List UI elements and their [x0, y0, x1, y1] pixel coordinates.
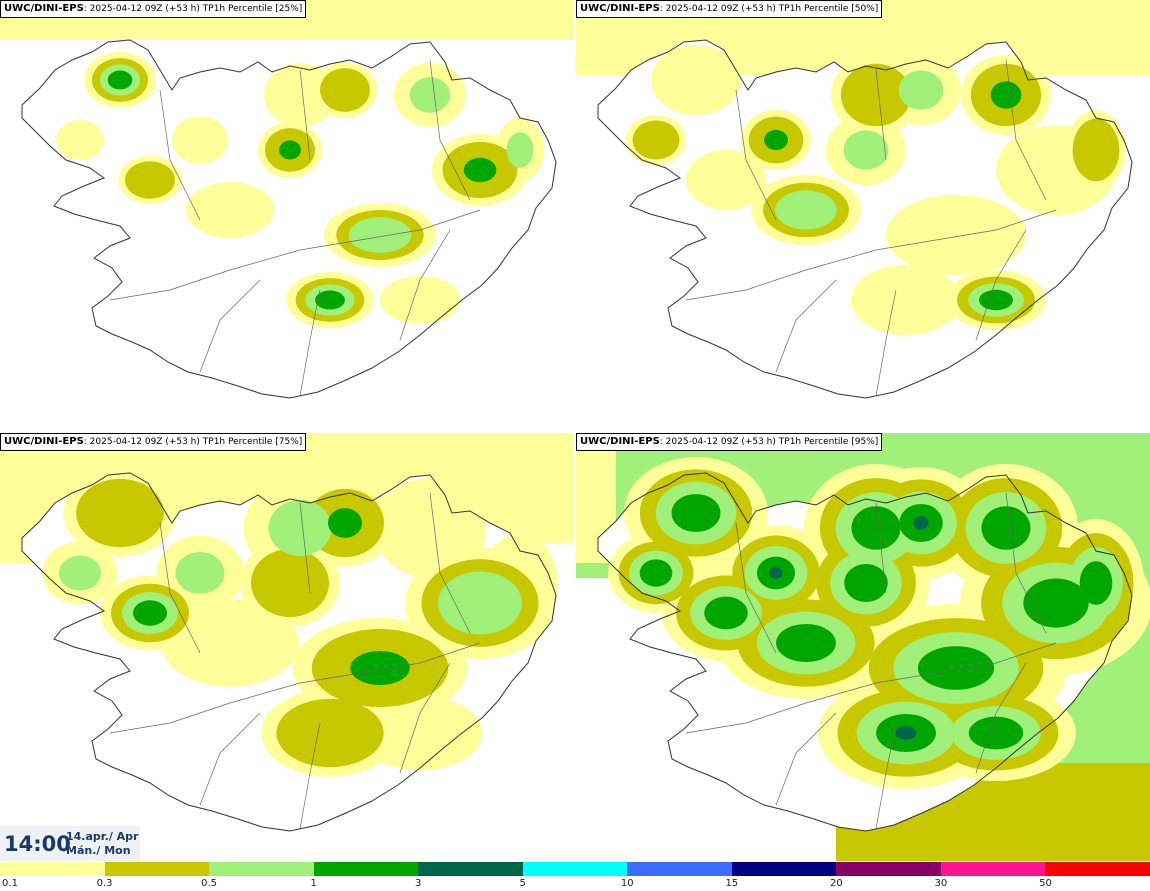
map-panel-p95: UWC/DINI-EPS: 2025-04-12 09Z (+53 h) TP1… — [576, 433, 1150, 861]
valid-day-line: Mán./ Mon — [66, 844, 131, 857]
legend-swatch — [209, 862, 314, 876]
valid-time: 14:00 — [4, 832, 71, 856]
legend-label: 0.1 — [2, 878, 18, 889]
legend-swatch — [104, 862, 210, 876]
precipitation-map — [0, 0, 574, 399]
model-name: UWC/DINI-EPS — [580, 436, 660, 447]
legend-swatch — [1045, 862, 1150, 876]
legend-label: 50 — [1039, 878, 1052, 889]
model-name: UWC/DINI-EPS — [580, 3, 660, 14]
legend-label: 0.5 — [201, 878, 218, 889]
legend-swatch — [0, 862, 105, 876]
precipitation-map — [576, 0, 1150, 399]
legend-label: 0.3 — [96, 878, 113, 889]
legend-label: 15 — [725, 878, 739, 889]
legend-swatch — [731, 862, 837, 876]
precipitation-map — [0, 433, 574, 832]
valid-date: 14.apr./ Apr Mán./ Mon — [66, 830, 138, 858]
legend-label: 1 — [310, 878, 317, 889]
legend-bar — [0, 862, 1150, 876]
map-panel-p50: UWC/DINI-EPS: 2025-04-12 09Z (+53 h) TP1… — [576, 0, 1150, 428]
legend-swatch — [940, 862, 1046, 876]
run-info: 2025-04-12 09Z (+53 h) — [665, 4, 776, 14]
color-legend: 0.1 0.3 0.5 1 3 5 10 15 20 30 50 — [0, 862, 1150, 891]
legend-label: 5 — [519, 878, 526, 889]
valid-date-line: 14.apr./ Apr — [66, 830, 139, 843]
panel-title: UWC/DINI-EPS: 2025-04-12 09Z (+53 h) TP1… — [0, 433, 307, 451]
legend-swatch — [627, 862, 732, 876]
run-info: 2025-04-12 09Z (+53 h) — [89, 437, 200, 447]
legend-label: 30 — [934, 878, 948, 889]
model-name: UWC/DINI-EPS — [4, 436, 84, 447]
panel-title: UWC/DINI-EPS: 2025-04-12 09Z (+53 h) TP1… — [576, 433, 883, 451]
panel-title: UWC/DINI-EPS: 2025-04-12 09Z (+53 h) TP1… — [0, 0, 307, 18]
legend-swatch — [836, 862, 941, 876]
precipitation-map — [576, 433, 1150, 861]
run-info: 2025-04-12 09Z (+53 h) — [89, 4, 200, 14]
field-name: TP1h Percentile [50%] — [778, 4, 879, 14]
legend-label: 10 — [620, 878, 634, 889]
legend-swatch — [418, 862, 523, 876]
map-panel-p25: UWC/DINI-EPS: 2025-04-12 09Z (+53 h) TP1… — [0, 0, 574, 428]
run-info: 2025-04-12 09Z (+53 h) — [665, 437, 776, 447]
panel-title: UWC/DINI-EPS: 2025-04-12 09Z (+53 h) TP1… — [576, 0, 883, 18]
map-panel-p75: UWC/DINI-EPS: 2025-04-12 09Z (+53 h) TP1… — [0, 433, 574, 861]
field-name: TP1h Percentile [75%] — [202, 437, 303, 447]
valid-time-box: 14:00 14.apr./ Apr Mán./ Mon — [0, 826, 140, 861]
legend-label: 20 — [829, 878, 843, 889]
field-name: TP1h Percentile [25%] — [202, 4, 303, 14]
field-name: TP1h Percentile [95%] — [778, 437, 879, 447]
model-name: UWC/DINI-EPS — [4, 3, 84, 14]
legend-swatch — [522, 862, 628, 876]
legend-swatch — [313, 862, 419, 876]
legend-label: 3 — [414, 878, 422, 889]
